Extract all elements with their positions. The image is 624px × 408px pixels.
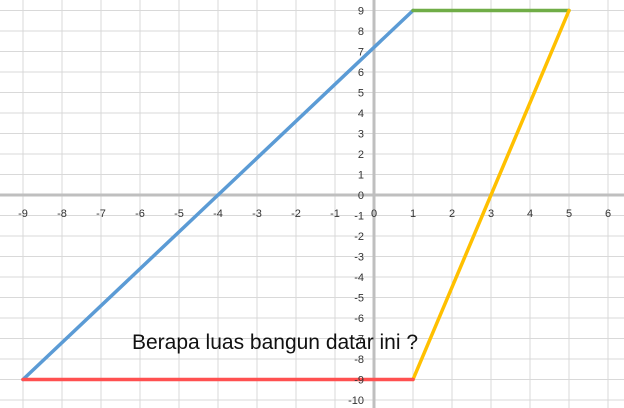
y-tick-label: -8 — [354, 354, 364, 366]
x-tick-label: 2 — [449, 208, 455, 220]
y-tick-label: -7 — [354, 334, 364, 346]
x-tick-label: 6 — [605, 208, 611, 220]
x-tick-label: -9 — [18, 208, 28, 220]
y-tick-labels: 9 8 7 6 5 4 3 2 1 0 -1 -2 -3 -4 -5 -6 -7 -8 -9 -10 — [348, 6, 364, 408]
x-tick-label: 0 — [371, 208, 377, 220]
y-tick-label: 6 — [358, 67, 364, 79]
series-lines — [21, 8, 571, 382]
x-tick-label: 4 — [527, 208, 533, 220]
y-tick-label: 0 — [358, 190, 364, 202]
y-tick-label: -5 — [354, 293, 364, 305]
y-tick-label: 3 — [358, 129, 364, 141]
y-tick-label: -3 — [354, 252, 364, 264]
y-tick-label: -4 — [354, 272, 364, 284]
x-tick-label: -3 — [252, 208, 262, 220]
y-tick-label: -2 — [354, 231, 364, 243]
y-tick-label: -6 — [354, 313, 364, 325]
x-tick-label: -6 — [135, 208, 145, 220]
x-tick-label: -4 — [213, 208, 223, 220]
series-line-1 — [21, 8, 415, 382]
x-tick-label: -8 — [57, 208, 67, 220]
x-tick-label: 1 — [410, 208, 416, 220]
x-tick-label: 5 — [566, 208, 572, 220]
question-text: Berapa luas bangun datar ini ? — [132, 331, 419, 354]
y-tick-label: -10 — [348, 395, 364, 407]
x-tick-label: 3 — [488, 208, 494, 220]
x-tick-label: -2 — [291, 208, 301, 220]
y-tick-label: 2 — [358, 149, 364, 161]
y-tick-label: -1 — [354, 211, 364, 223]
x-tick-label: -7 — [96, 208, 106, 220]
y-tick-label: 8 — [358, 26, 364, 38]
x-tick-label: -5 — [174, 208, 184, 220]
x-tick-labels: -9 -8 -7 -6 -5 -4 -3 -2 -1 0 1 2 3 4 5 6 — [18, 208, 611, 220]
y-tick-label: 5 — [358, 88, 364, 100]
x-tick-label: -1 — [330, 208, 340, 220]
y-tick-label: 7 — [358, 47, 364, 59]
y-tick-label: 1 — [358, 170, 364, 182]
series-line-3 — [411, 8, 571, 382]
y-tick-label: 4 — [358, 108, 364, 120]
y-tick-label: 9 — [358, 6, 364, 18]
y-tick-label: -9 — [354, 375, 364, 387]
